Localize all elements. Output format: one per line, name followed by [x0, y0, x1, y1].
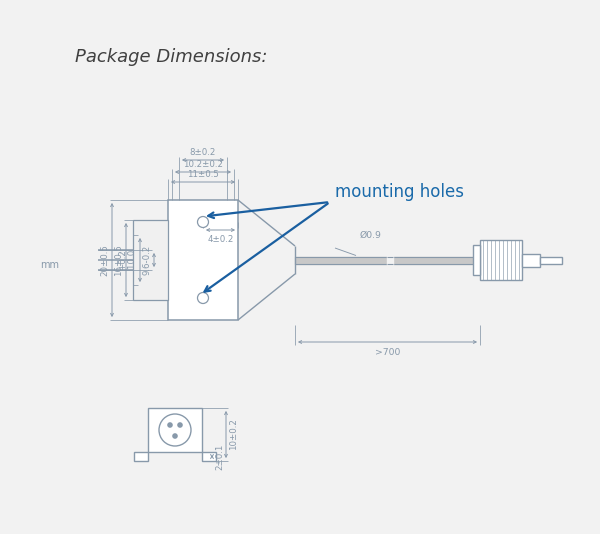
Circle shape	[167, 422, 173, 428]
Text: Ø0.9: Ø0.9	[360, 231, 382, 240]
Text: mounting holes: mounting holes	[335, 183, 464, 201]
Bar	[134, 452, 148, 461]
Text: 2±0.1: 2±0.1	[215, 443, 224, 470]
Text: Package Dimensions:: Package Dimensions:	[75, 48, 268, 66]
Text: 10±0.2: 10±0.2	[229, 419, 238, 451]
Bar	[540, 256, 562, 263]
Bar	[522, 254, 540, 266]
Bar	[202, 452, 216, 461]
Text: 20±0.5: 20±0.5	[100, 244, 109, 276]
Text: 16±0.5: 16±0.5	[114, 244, 123, 276]
Circle shape	[177, 422, 183, 428]
Bar	[480, 240, 522, 280]
Text: 9.6-0.2: 9.6-0.2	[142, 245, 151, 275]
Text: 8±0.2: 8±0.2	[190, 148, 216, 157]
Bar	[133, 220, 168, 300]
Text: mm: mm	[40, 260, 59, 270]
Text: 10.2±0.2: 10.2±0.2	[183, 160, 223, 169]
Bar	[473, 245, 480, 275]
Bar	[148, 408, 202, 452]
Circle shape	[197, 293, 209, 303]
Text: +0.2
10 0: +0.2 10 0	[118, 249, 137, 270]
Text: 4±0.2: 4±0.2	[208, 235, 233, 244]
Text: >700: >700	[375, 348, 400, 357]
Circle shape	[172, 433, 178, 439]
Text: 11±0.5: 11±0.5	[187, 170, 219, 179]
Circle shape	[197, 216, 209, 227]
Bar	[168, 200, 238, 320]
